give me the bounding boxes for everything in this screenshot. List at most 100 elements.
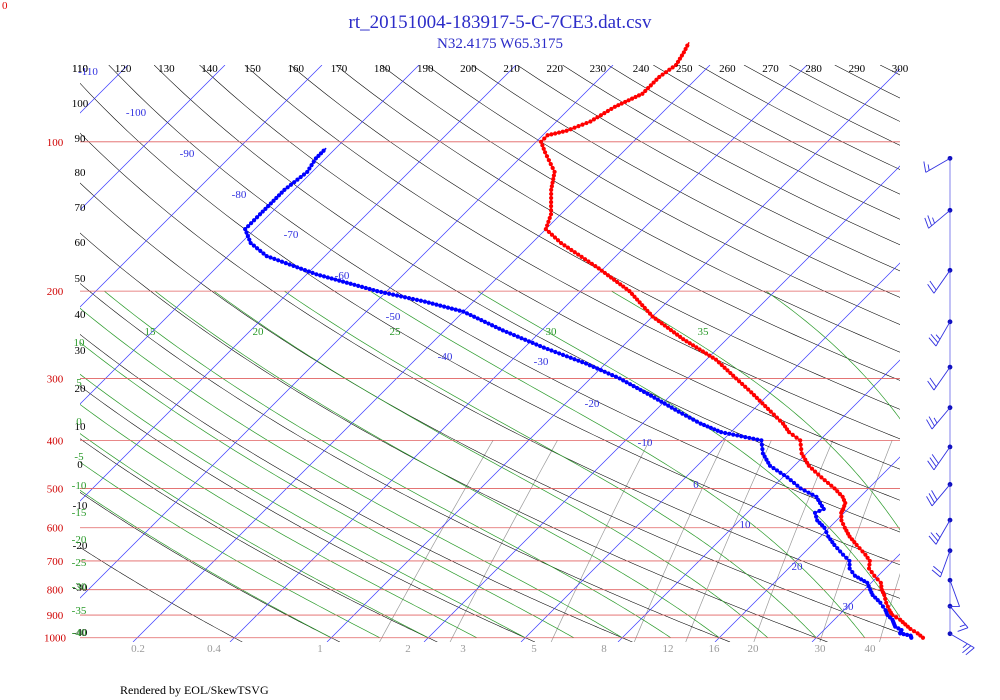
dewpoint-profile-point bbox=[896, 626, 901, 631]
dewpoint-profile-point bbox=[453, 307, 458, 312]
temperature-profile-point bbox=[572, 250, 577, 255]
temperature-profile-point bbox=[667, 67, 672, 72]
temperature-profile-point bbox=[887, 608, 892, 613]
moist-adiabat-label: 35 bbox=[698, 326, 710, 338]
dewpoint-profile-point bbox=[760, 446, 765, 452]
wind-barb-dot bbox=[947, 631, 953, 637]
isotherm-line bbox=[714, 456, 900, 642]
dry-adiabat bbox=[80, 283, 731, 642]
dewpoint-profile-point bbox=[731, 432, 736, 437]
temperature-profile-point bbox=[576, 252, 581, 257]
dewpoint-profile-point bbox=[694, 419, 700, 424]
dewpoint-profile-point bbox=[767, 463, 773, 468]
moist-adiabat-label: -5 bbox=[74, 451, 84, 463]
dewpoint-profile-point bbox=[634, 385, 640, 391]
height-tick-label: -10 bbox=[73, 500, 88, 512]
top-axis-tick-label: 150 bbox=[244, 63, 261, 75]
temperature-profile-point bbox=[626, 98, 631, 103]
temperature-profile-point bbox=[884, 600, 889, 605]
wind-barb-feather bbox=[927, 380, 935, 391]
dewpoint-profile-point bbox=[541, 345, 546, 350]
temperature-profile-point bbox=[798, 442, 803, 447]
temperature-profile-point bbox=[841, 521, 846, 527]
temperature-profile-point bbox=[867, 558, 872, 564]
dewpoint-profile-point bbox=[549, 348, 554, 353]
dewpoint-profile-point bbox=[418, 298, 424, 303]
temperature-profile-point bbox=[865, 555, 870, 560]
dewpoint-profile-point bbox=[855, 575, 861, 580]
temperature-profile-point bbox=[546, 219, 551, 224]
wind-barb-staff bbox=[935, 519, 951, 545]
pressure-tick-label: 700 bbox=[47, 556, 64, 568]
dewpoint-profile-point bbox=[641, 389, 647, 394]
dewpoint-profile-point bbox=[449, 306, 454, 311]
dewpoint-profile-point bbox=[295, 177, 300, 182]
temperature-profile-point bbox=[542, 150, 548, 155]
height-tick-label: 30 bbox=[75, 345, 87, 357]
wind-barb-feather bbox=[962, 645, 972, 654]
dewpoint-profile-point bbox=[248, 221, 254, 226]
wind-barb-feather bbox=[927, 460, 935, 471]
wind-barb-feather bbox=[926, 496, 933, 507]
temperature-profile-point bbox=[548, 199, 554, 205]
dewpoint-profile-point bbox=[306, 269, 311, 274]
dry-adiabat bbox=[199, 65, 900, 470]
temperature-profile-point bbox=[879, 584, 884, 589]
moist-adiabat bbox=[80, 342, 574, 639]
temperature-profile-point bbox=[673, 62, 679, 68]
top-axis-tick-label: 260 bbox=[719, 63, 736, 75]
temperature-profile-point bbox=[653, 316, 658, 321]
temperature-profile-point bbox=[768, 409, 773, 414]
wind-barb-staff bbox=[940, 550, 951, 578]
dewpoint-profile-point bbox=[878, 600, 883, 605]
dewpoint-profile-point bbox=[410, 296, 416, 302]
footer-credit: Rendered by EOL/SkewTSVG bbox=[120, 683, 269, 697]
wind-barb-feather bbox=[959, 624, 966, 628]
temperature-profile-point bbox=[790, 432, 795, 438]
dewpoint-profile-point bbox=[475, 316, 480, 321]
isotherm-label: -110 bbox=[78, 66, 98, 78]
dewpoint-profile-point bbox=[363, 285, 368, 291]
wind-barb-feather bbox=[930, 532, 939, 542]
wind-barb-staff bbox=[931, 407, 951, 430]
temperature-profile-point bbox=[832, 486, 837, 491]
dewpoint-profile-point bbox=[371, 287, 376, 293]
dry-adiabat bbox=[607, 65, 900, 220]
top-axis-tick-label: 190 bbox=[417, 63, 434, 75]
height-tick-label: -30 bbox=[73, 582, 88, 594]
temperature-profile-point bbox=[915, 631, 920, 636]
temperature-profile-point bbox=[840, 494, 845, 499]
dewpoint-profile-point bbox=[426, 300, 431, 305]
mixing-ratio-label: 2 bbox=[405, 643, 411, 655]
moist-adiabat-label: 25 bbox=[390, 326, 402, 338]
temperature-profile-point bbox=[636, 93, 642, 98]
height-tick-label: 80 bbox=[75, 167, 87, 179]
temperature-profile-point bbox=[549, 191, 554, 197]
dewpoint-profile-point bbox=[504, 329, 509, 335]
isotherm-line bbox=[811, 553, 900, 642]
dry-adiabat bbox=[789, 65, 900, 122]
mixing-ratio-line bbox=[879, 573, 900, 642]
temperature-profile-point bbox=[640, 91, 645, 96]
temperature-profile-point bbox=[543, 227, 548, 232]
dewpoint-profile-point bbox=[868, 587, 873, 592]
top-axis-tick-label: 250 bbox=[676, 63, 693, 75]
dry-adiabat bbox=[516, 65, 900, 272]
top-axis-tick-label: 300 bbox=[892, 63, 909, 75]
mixing-ratio-label: 0.2 bbox=[131, 643, 145, 655]
temperature-profile-point bbox=[665, 325, 670, 330]
mixing-ratio-label: 30 bbox=[815, 643, 827, 655]
dry-adiabat bbox=[925, 65, 1000, 642]
dry-adiabat bbox=[80, 546, 243, 642]
pressure-tick-label: 300 bbox=[47, 373, 64, 385]
wind-barb-dot bbox=[947, 577, 953, 583]
temperature-profile-point bbox=[854, 542, 859, 548]
temperature-profile-point bbox=[825, 480, 831, 486]
temperature-profile-point bbox=[558, 240, 564, 246]
temperature-profile-point bbox=[593, 264, 598, 269]
wind-barb-feather bbox=[924, 217, 929, 229]
dewpoint-profile-point bbox=[390, 292, 396, 297]
temperature-profile-point bbox=[690, 343, 696, 348]
temperature-profile-point bbox=[751, 392, 757, 398]
